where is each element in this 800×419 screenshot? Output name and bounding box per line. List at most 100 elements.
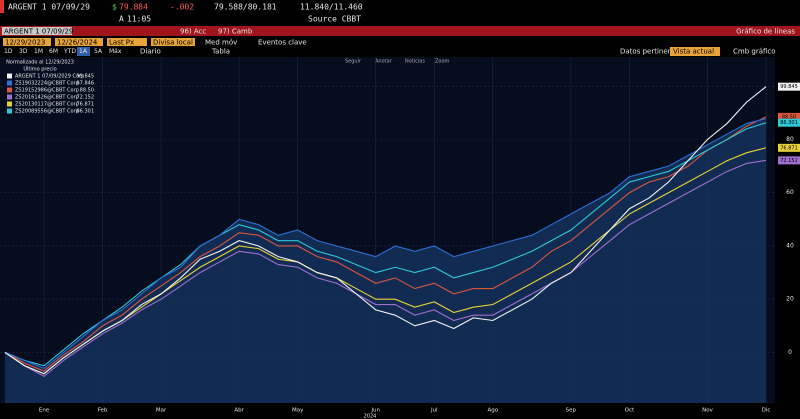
view-title: Gráfico de líneas [736, 28, 795, 36]
range-button[interactable]: 1M [34, 48, 43, 55]
marker [0, 0, 4, 13]
change-chart[interactable]: Cmb gráfico [733, 48, 776, 56]
time: 11:05 [127, 15, 151, 24]
legend-swatch [7, 80, 12, 86]
table[interactable]: Tabla [211, 48, 230, 56]
end-date[interactable]: 12/26/2024 [57, 39, 98, 47]
currency-box[interactable] [151, 38, 195, 46]
legend-swatch [7, 101, 12, 107]
x-tick-label: May [292, 408, 304, 414]
chart-tools: Seguir Anotar Noticias Zoom [345, 59, 450, 65]
ticker: ARGENT 1 07/09/29 [8, 3, 90, 12]
menu-change[interactable]: 97) Camb [218, 28, 253, 36]
yield: 11.840/11.460 [300, 3, 363, 12]
series-line [4, 122, 767, 367]
menu-action[interactable]: 96) Acc [180, 28, 206, 36]
range-button[interactable]: 1A [79, 48, 88, 55]
x-tick-label: Oct [625, 408, 635, 414]
start-date-box[interactable] [3, 38, 51, 46]
field[interactable]: Last Px [109, 39, 134, 47]
x-tick-label: Dic [762, 408, 771, 414]
last-value-tag [778, 118, 800, 127]
currency[interactable]: Divisa local [153, 39, 193, 47]
x-tick-label: Sep [566, 408, 577, 414]
plot: Ene Feb Mar Abr May Jun Jul Ago Sep Oct Nov Dic 0 20 4… [0, 57, 800, 414]
x-tick-label: Jul [430, 408, 438, 414]
range-button[interactable]: 6M [49, 48, 58, 55]
range-active[interactable] [77, 47, 90, 56]
key-events[interactable]: Eventos clave [258, 39, 307, 47]
series-line [4, 86, 767, 375]
last-value-label: 86.301 [780, 120, 798, 126]
start-date[interactable]: 12/29/2023 [5, 39, 45, 47]
legend-label: ZS20089556@CBBT Corp [15, 109, 79, 115]
price: 79.884 [119, 3, 148, 12]
x-tick-label: Mar [156, 408, 167, 414]
y-tick-label: 20 [786, 296, 794, 303]
legend-swatch [7, 87, 12, 93]
function-bar [0, 26, 800, 36]
legend-value: 88.50 [80, 88, 94, 94]
range-button[interactable]: 1D [4, 48, 13, 55]
last-value-tag [778, 112, 800, 121]
last-value-label: 76.871 [780, 145, 798, 151]
x-tick-label: Jun [370, 408, 380, 414]
moving-average[interactable]: Med móv [205, 39, 237, 47]
related-data[interactable]: Datos pertinent [620, 48, 675, 56]
range-buttons: 1D 3D 1M 6M YTD 1A 5A Máx [4, 47, 122, 56]
series-line [4, 118, 767, 370]
last-value-label: 88.50 [782, 114, 796, 120]
legend-swatch [7, 94, 12, 100]
quote-header: ARGENT 1 07/09/29 $ 79.884 -.002 79.588/… [0, 0, 363, 24]
legend-value: 86.301 [77, 109, 95, 115]
range-button[interactable]: Máx [109, 48, 122, 55]
x-tick-label: Abr [234, 408, 244, 414]
tool-button[interactable]: Noticias [405, 59, 425, 65]
area [5, 118, 766, 404]
legend-label: ZS19152986@CBBT Corp [15, 88, 79, 94]
last-value-tag [778, 82, 800, 91]
x-tick-label: Feb [98, 408, 108, 414]
legend-label: ZS20130117@CBBT Corp [15, 102, 79, 108]
end-date-box[interactable] [55, 38, 103, 46]
last-value-tag [778, 143, 800, 152]
field-box[interactable] [107, 38, 147, 46]
last-value-tag [778, 156, 800, 165]
legend-label: ZS19032224@CBBT Corp [15, 81, 79, 87]
security-box[interactable] [2, 27, 72, 35]
time-flag: A [119, 15, 124, 24]
security[interactable]: ARGENT 1 07/09/29 [4, 28, 73, 36]
legend-subtitle: Último precio [23, 66, 56, 73]
y-tick-label: 0 [788, 349, 792, 356]
tool-button[interactable]: Seguir [345, 59, 362, 65]
currency-sign: $ [112, 3, 117, 12]
series-line [4, 159, 767, 378]
legend-label: ZS20161426@CBBT Corp [15, 95, 79, 101]
x-tick-label: Ago [488, 408, 499, 414]
range-button[interactable]: 5A [94, 48, 103, 55]
legend-box [4, 58, 96, 120]
x-axis-label: 2024 [364, 414, 377, 419]
y-tick-label: 80 [786, 136, 794, 143]
legend: Normalizado al 12/29/2023 Último precio … [4, 58, 96, 120]
current-view-box[interactable] [670, 47, 720, 56]
legend-value: 87.846 [77, 81, 95, 87]
change: -.002 [170, 3, 194, 12]
legend-swatch [7, 108, 12, 114]
frequency[interactable]: Diario [140, 48, 161, 56]
legend-value: 76.871 [77, 102, 95, 108]
x-tick-label: Nov [702, 408, 713, 414]
tool-button[interactable]: Anotar [375, 59, 393, 65]
tool-button[interactable]: Zoom [435, 59, 450, 65]
legend-value: 72.152 [77, 95, 95, 101]
y-tick-label: 60 [786, 189, 794, 196]
current-view[interactable]: Vista actual [673, 48, 714, 56]
legend-swatch [7, 73, 12, 79]
last-value-label: 99.845 [780, 84, 798, 90]
range-button[interactable]: YTD [63, 48, 76, 55]
range-button[interactable]: 3D [19, 48, 28, 55]
series-line [4, 147, 767, 375]
bid-ask: 79.588/80.181 [214, 3, 277, 12]
